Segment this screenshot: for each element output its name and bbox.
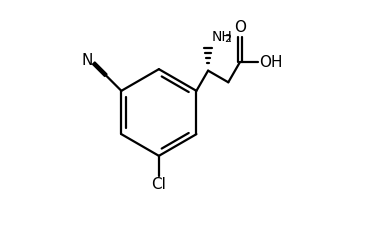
Text: Cl: Cl (152, 177, 166, 192)
Text: N: N (82, 53, 93, 68)
Text: 2: 2 (224, 34, 231, 44)
Text: O: O (234, 20, 246, 35)
Text: OH: OH (259, 55, 282, 70)
Text: NH: NH (211, 30, 232, 44)
